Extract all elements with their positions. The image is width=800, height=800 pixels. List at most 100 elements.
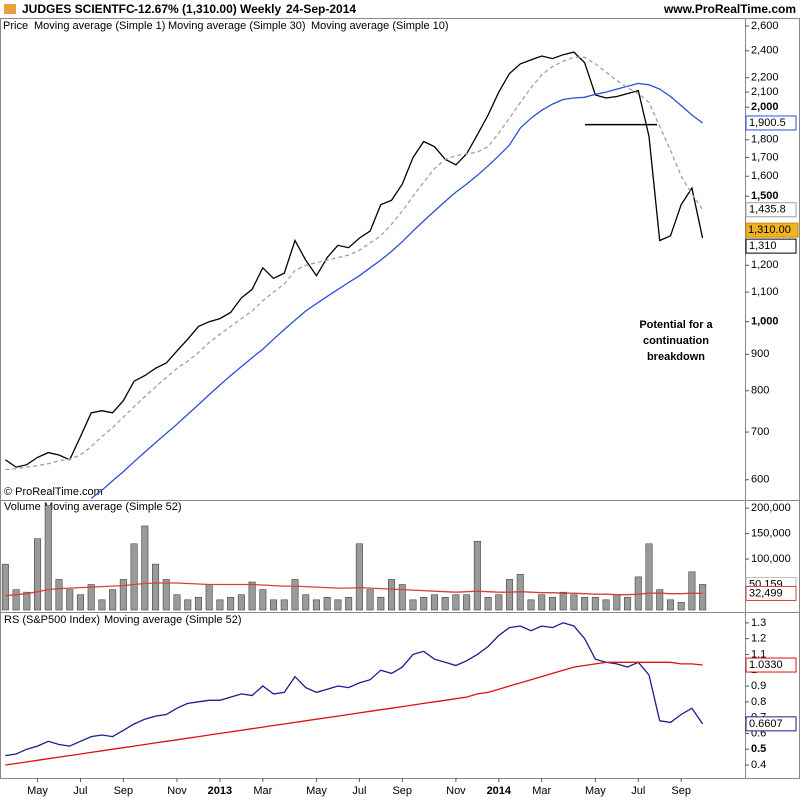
volume-bar: [237, 594, 245, 611]
volume-bar: [666, 599, 674, 611]
price-box: [745, 222, 799, 238]
series-line: [5, 582, 703, 597]
date: 24-Sep-2014: [286, 2, 356, 16]
annotation-line: breakdown: [647, 351, 705, 363]
volume-bar: [119, 579, 127, 611]
y-tick-label: 1,700: [751, 151, 779, 163]
volume-bar: [259, 589, 267, 611]
volume-bar: [656, 589, 664, 611]
price-label: 1,310.00: [748, 224, 791, 236]
x-tick-label: Mar: [532, 785, 551, 797]
volume-bar: [452, 594, 460, 611]
value-box: [745, 202, 797, 218]
y-tick-label: 0.5: [751, 743, 766, 755]
legend-entry: Moving average (Simple 52): [44, 501, 182, 513]
y-tick-label: 200,000: [751, 502, 791, 514]
x-tick-label: Jul: [631, 785, 645, 797]
volume-bar: [302, 594, 310, 611]
series-line: [5, 622, 704, 757]
legend-entry: Moving average (Simple 30): [168, 20, 306, 32]
value-label: 0.6607: [749, 718, 783, 730]
volume-bar: [613, 594, 621, 611]
logo: [4, 4, 16, 14]
y-tick-label: 800: [751, 385, 769, 397]
y-tick-label: 150,000: [751, 528, 791, 540]
y-tick-label: 0.4: [751, 759, 766, 771]
x-tick-label: May: [585, 785, 606, 797]
y-tick-label: 900: [751, 348, 769, 360]
value-box: [745, 657, 797, 673]
y-tick-label: 0.9: [751, 680, 766, 692]
volume-bar: [227, 596, 235, 611]
series-line: [5, 56, 704, 471]
legend: Price Moving average (Simple 1) Moving a…: [3, 20, 449, 626]
x-tick-label: Sep: [671, 785, 691, 797]
header: JUDGES SCIENTFC -12.67% (1,310.00) Weekl…: [4, 2, 796, 16]
x-tick-label: Sep: [392, 785, 412, 797]
volume-bar: [355, 543, 363, 611]
volume-bar: [345, 596, 353, 611]
y-tick-label: 1,200: [751, 259, 779, 271]
volume-bar: [388, 579, 396, 611]
y-tick-label: 1.3: [751, 617, 766, 629]
volume-bar: [527, 599, 535, 611]
volume-bar: [645, 543, 653, 611]
volume-bar: [409, 599, 417, 611]
volume-bar: [152, 563, 160, 611]
period: Weekly: [240, 2, 281, 16]
value-label: 1.0330: [749, 659, 783, 671]
legend-entry: Moving average (Simple 1): [34, 20, 165, 32]
y-tick-label: 1.1: [751, 648, 766, 660]
volume-bar: [398, 584, 406, 611]
volume-bar: [66, 589, 74, 611]
y-tick-label: 1,800: [751, 134, 779, 146]
volume-bar: [430, 594, 438, 611]
annotation-line: continuation: [643, 335, 709, 347]
value-box: [745, 716, 797, 732]
x-tick-label: Sep: [114, 785, 134, 797]
volume-bar: [194, 596, 202, 611]
volume-bar: [366, 589, 374, 611]
y-tick-label: 1,500: [751, 190, 779, 202]
y-tick-label: 2,400: [751, 45, 779, 57]
annotation: Potential for a continuation breakdown: [639, 319, 713, 363]
legend-entry: RS (S&P500 Index): [4, 614, 100, 626]
volume-bar: [173, 594, 181, 611]
x-tick-label: Jul: [352, 785, 366, 797]
y-tick-label: 2,100: [751, 86, 779, 98]
volume-bar: [559, 591, 567, 611]
y-tick-label: 1.2: [751, 633, 766, 645]
volume-bar: [677, 602, 685, 611]
volume-bar: [377, 596, 385, 611]
panel-label: Volume: [4, 501, 41, 513]
volume-bar: [216, 599, 224, 611]
volume-bar: [141, 525, 149, 611]
volume-bar: [495, 594, 503, 611]
volume-bar: [34, 538, 42, 611]
annotation-line: Potential for a: [639, 319, 713, 331]
value-box: [745, 238, 797, 254]
y-tick-label: 2,200: [751, 72, 779, 84]
y-tick-label: 1,100: [751, 286, 779, 298]
x-tick-label: Mar: [253, 785, 272, 797]
volume-bar: [44, 505, 52, 611]
volume-bar: [591, 596, 599, 611]
volume-bar: [334, 599, 342, 611]
y-tick-label: 700: [751, 426, 769, 438]
volume-bar: [581, 596, 589, 611]
volume-bar: [538, 594, 546, 611]
volume-bar: [699, 584, 707, 611]
volume-bar: [12, 589, 20, 611]
value-box: [745, 115, 797, 131]
legend-entry: Moving average (Simple 10): [311, 20, 449, 32]
volume-bar: [484, 596, 492, 611]
y-tick-label: 1,000: [751, 316, 779, 328]
series-line: [5, 51, 704, 468]
series-line: [90, 82, 703, 499]
value-label: 32,499: [749, 587, 783, 599]
y-tick-label: 2,600: [751, 20, 779, 32]
volume-bar: [205, 584, 213, 611]
volume-bar: [291, 579, 299, 611]
